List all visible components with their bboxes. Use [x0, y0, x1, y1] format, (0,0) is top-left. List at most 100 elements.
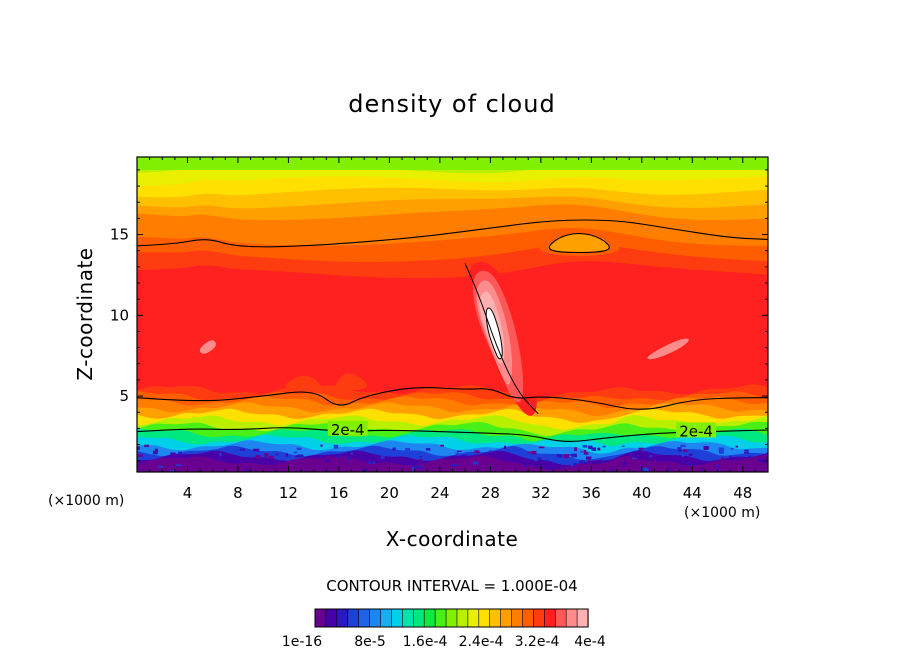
speckle [621, 462, 628, 466]
speckle [452, 464, 458, 466]
speckle [293, 451, 298, 454]
speckle [760, 459, 767, 463]
contour-plume [464, 263, 539, 415]
speckle [688, 453, 693, 456]
speckle [337, 462, 341, 466]
blob-left [199, 340, 216, 354]
speckle [274, 454, 279, 456]
density-field [137, 157, 768, 472]
speckle [455, 452, 460, 456]
speckle [253, 448, 260, 452]
colorbar-labels: 1e-16 8e-5 1.6e-4 2.4e-4 3.2e-4 4e-4 [282, 634, 606, 650]
speckle [473, 461, 479, 465]
speckle [296, 447, 302, 451]
speckle [139, 470, 142, 472]
speckle [653, 459, 656, 463]
x-tick-label: 24 [430, 484, 449, 502]
speckle [602, 445, 606, 448]
x-axis-ticks: 4 8 12 16 20 24 28 32 36 40 44 48 [149, 157, 756, 502]
speckle [392, 447, 396, 451]
speckle [718, 470, 722, 472]
contour-label: 2e-4 [679, 422, 713, 440]
speckle [333, 444, 339, 449]
speckle [360, 461, 366, 463]
speckle [701, 467, 704, 471]
speckle [419, 456, 422, 458]
speckle [354, 452, 358, 457]
colorbar-swatch [467, 608, 480, 628]
speckle [488, 450, 493, 452]
speckle [346, 456, 350, 461]
colorbar-frame [314, 608, 589, 628]
x-tick-label: 40 [632, 484, 651, 502]
speckle [143, 454, 146, 457]
speckle [138, 454, 143, 457]
speckle [362, 468, 369, 472]
speckle [688, 463, 692, 466]
speckle [456, 450, 462, 452]
speckle [621, 445, 625, 447]
speckle [418, 459, 424, 463]
lower-band-12 [137, 454, 768, 472]
colorbar-swatch [336, 608, 349, 628]
colorbar-swatch [380, 608, 393, 628]
speckle [474, 450, 480, 454]
speckle [158, 465, 163, 468]
contour-upper [137, 219, 768, 248]
speckle [591, 447, 596, 451]
x-tick-label: 12 [279, 484, 298, 502]
speckle [504, 445, 507, 449]
colorbar-swatch [347, 608, 360, 628]
speckle [716, 465, 719, 468]
contour-interval-text: CONTOUR INTERVAL = 1.000E-04 [326, 577, 577, 595]
contour-lens [548, 232, 610, 254]
colorbar-swatch [358, 608, 371, 628]
speckle [570, 464, 574, 467]
chart-title: density of cloud [348, 90, 555, 118]
speckle [534, 458, 539, 461]
speckle [393, 466, 400, 469]
y-tick-label: 5 [119, 387, 129, 405]
speckle [757, 458, 762, 462]
speckle [418, 466, 423, 469]
y-tick-label: 15 [110, 226, 129, 244]
speckle [216, 466, 221, 469]
speckle [678, 449, 682, 452]
colorbar [314, 608, 589, 628]
colorbar-label: 4e-4 [574, 634, 606, 650]
colorbar-swatch [500, 608, 513, 628]
x-unit-right: (×1000 m) [684, 505, 760, 521]
speckle [218, 458, 221, 461]
speckle [582, 445, 588, 448]
speckle [609, 468, 614, 472]
speckle [137, 446, 140, 450]
speckle [527, 451, 533, 454]
contour-label-bg [327, 420, 368, 436]
speckle [718, 447, 725, 452]
colorbar-label: 2.4e-4 [459, 634, 504, 650]
x-tick-label: 44 [683, 484, 702, 502]
speckle [729, 455, 732, 458]
x-tick-label: 8 [233, 484, 243, 502]
speckle [640, 467, 646, 471]
speckle [585, 456, 592, 460]
speckle [297, 454, 304, 458]
x-tick-label: 20 [380, 484, 399, 502]
speckle [268, 455, 274, 459]
colorbar-swatch [434, 608, 447, 628]
speckle [413, 465, 418, 469]
speckle [677, 447, 682, 449]
speckle [170, 452, 176, 456]
speckle [440, 444, 444, 447]
colorbar-swatch [478, 608, 491, 628]
speckle [264, 452, 269, 457]
speckle [239, 448, 246, 451]
speckle [350, 452, 353, 455]
speckle [600, 461, 605, 464]
speckle [367, 461, 374, 464]
colorbar-label: 1.6e-4 [403, 634, 448, 650]
speckle [178, 451, 182, 455]
contour-lower [137, 387, 768, 410]
speckle [411, 467, 414, 471]
